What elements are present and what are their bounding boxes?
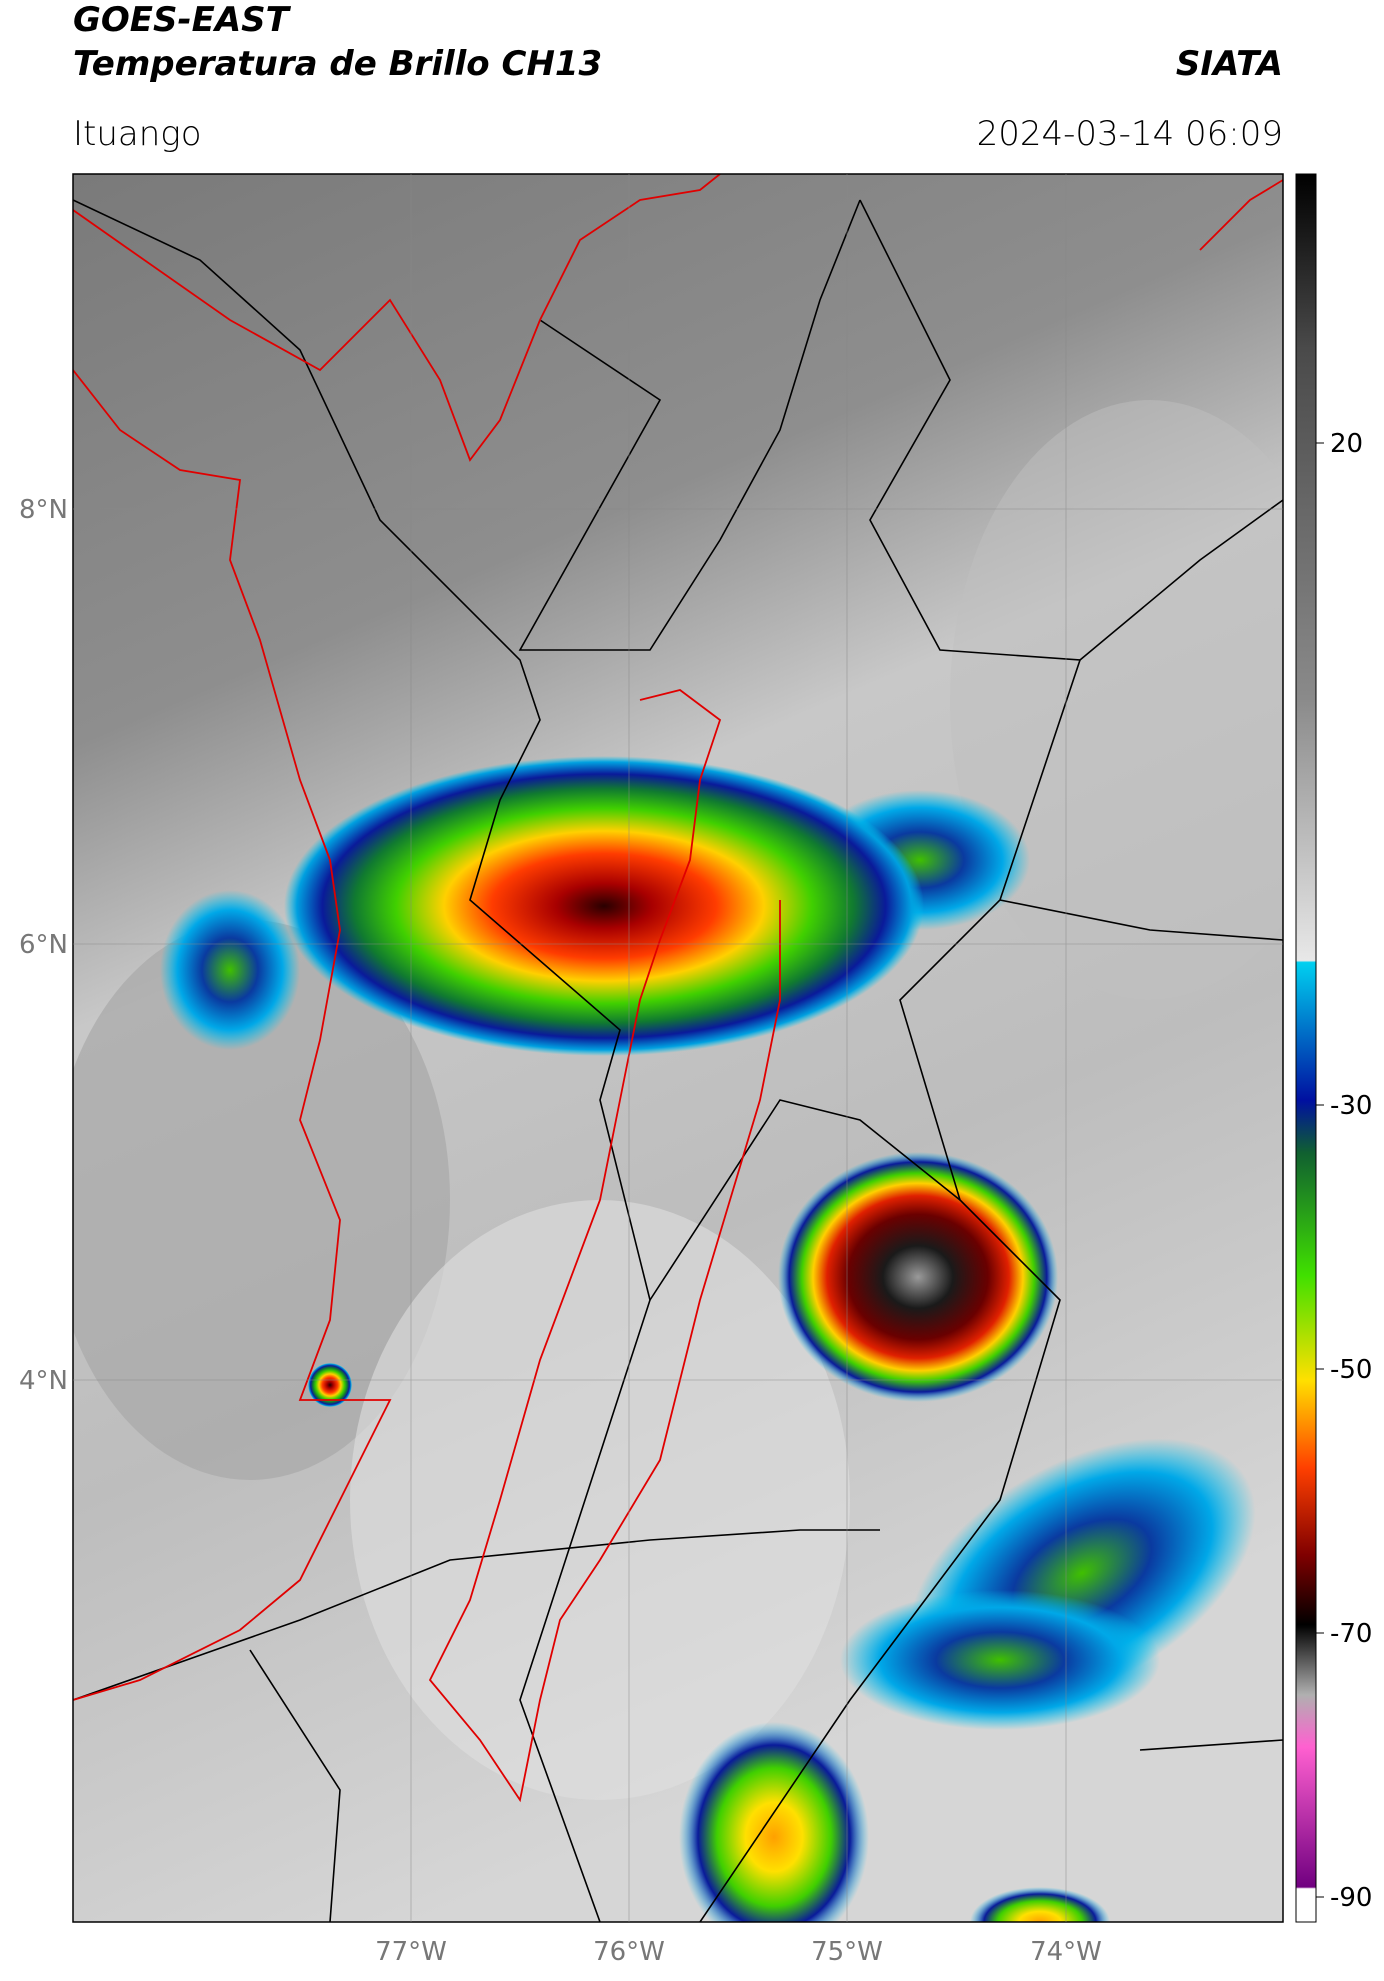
lat-label: 6°N xyxy=(19,930,68,960)
lat-label: 4°N xyxy=(19,1366,68,1396)
colorbar-label: -50 xyxy=(1330,1355,1372,1385)
colorbar-label: 20 xyxy=(1330,429,1363,459)
lat-label: 8°N xyxy=(19,495,68,525)
colorbar-label: -70 xyxy=(1330,1619,1372,1649)
graticule xyxy=(73,174,1283,1922)
map-frame xyxy=(72,173,1284,1923)
title-line2: Temperatura de Brillo CH13 xyxy=(73,44,603,84)
location: Ituango xyxy=(73,114,202,154)
lon-label: 74°W xyxy=(1030,1937,1102,1967)
colorbar xyxy=(1295,173,1317,1923)
title-line1: GOES-EAST xyxy=(73,0,289,40)
colorbar-label: -90 xyxy=(1330,1883,1372,1913)
map-imagery xyxy=(73,174,1283,1922)
lon-label: 75°W xyxy=(811,1937,883,1967)
colorbar-label: -30 xyxy=(1330,1091,1372,1121)
lon-label: 76°W xyxy=(593,1937,665,1967)
datetime: 2024-03-14 06:09 xyxy=(976,114,1283,154)
organization: SIATA xyxy=(1175,44,1283,84)
lon-label: 77°W xyxy=(375,1937,447,1967)
